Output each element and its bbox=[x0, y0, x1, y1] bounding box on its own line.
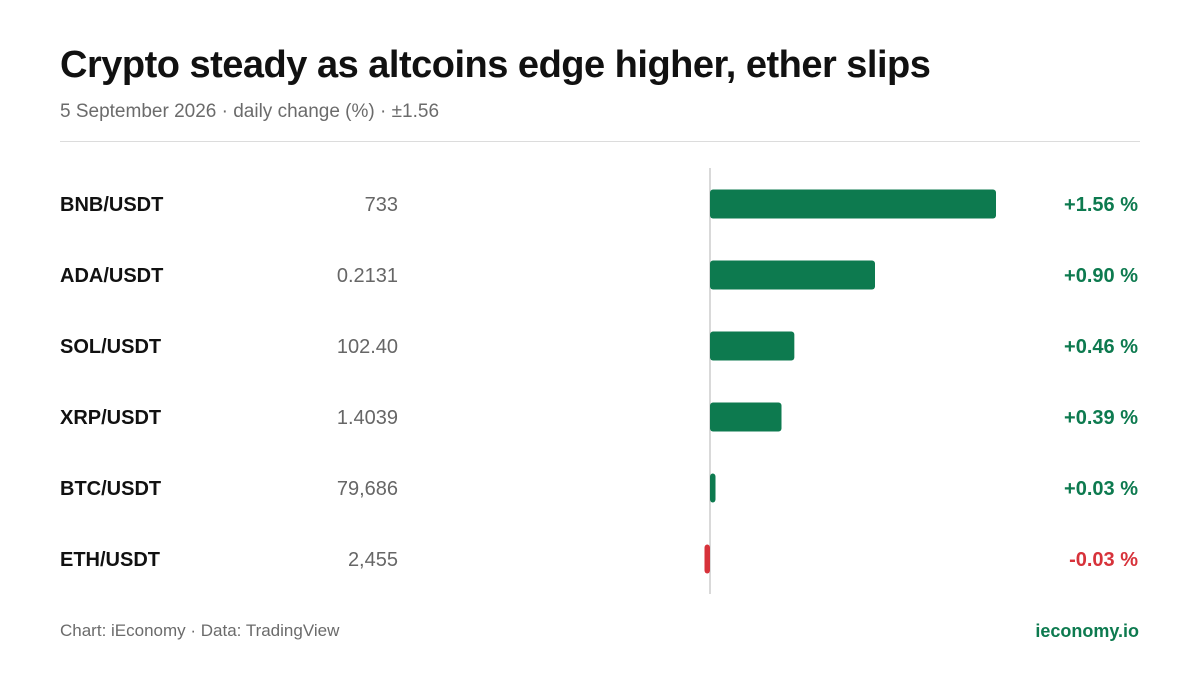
value-label: +1.56 % bbox=[1064, 194, 1138, 216]
bar bbox=[710, 189, 996, 219]
category-label: BTC/USDT bbox=[60, 478, 161, 500]
price-label: 733 bbox=[365, 194, 398, 216]
bar bbox=[710, 260, 875, 290]
category-label: SOL/USDT bbox=[60, 336, 161, 358]
value-label: +0.03 % bbox=[1064, 478, 1138, 500]
price-label: 0.2131 bbox=[337, 265, 398, 287]
price-label: 2,455 bbox=[348, 549, 398, 571]
bar bbox=[710, 473, 716, 503]
bar bbox=[704, 544, 710, 574]
header-divider bbox=[60, 141, 1140, 142]
category-label: ADA/USDT bbox=[60, 265, 163, 287]
value-label: +0.39 % bbox=[1064, 407, 1138, 429]
value-label: -0.03 % bbox=[1069, 549, 1138, 571]
chart-subtitle: 5 September 2026 · daily change (%) · ±1… bbox=[60, 101, 440, 122]
price-label: 102.40 bbox=[337, 336, 398, 358]
bar bbox=[710, 331, 795, 361]
value-label: +0.46 % bbox=[1064, 336, 1138, 358]
category-label: BNB/USDT bbox=[60, 194, 163, 216]
price-label: 1.4039 bbox=[337, 407, 398, 429]
source-credit: Chart: iEconomy · Data: TradingView bbox=[60, 621, 340, 640]
category-label: XRP/USDT bbox=[60, 407, 161, 429]
brand-link[interactable]: ieconomy.io bbox=[1035, 621, 1139, 641]
price-label: 79,686 bbox=[337, 478, 398, 500]
value-label: +0.90 % bbox=[1064, 265, 1138, 287]
category-label: ETH/USDT bbox=[60, 549, 160, 571]
chart-title: Crypto steady as altcoins edge higher, e… bbox=[60, 44, 931, 86]
bar bbox=[710, 402, 782, 432]
